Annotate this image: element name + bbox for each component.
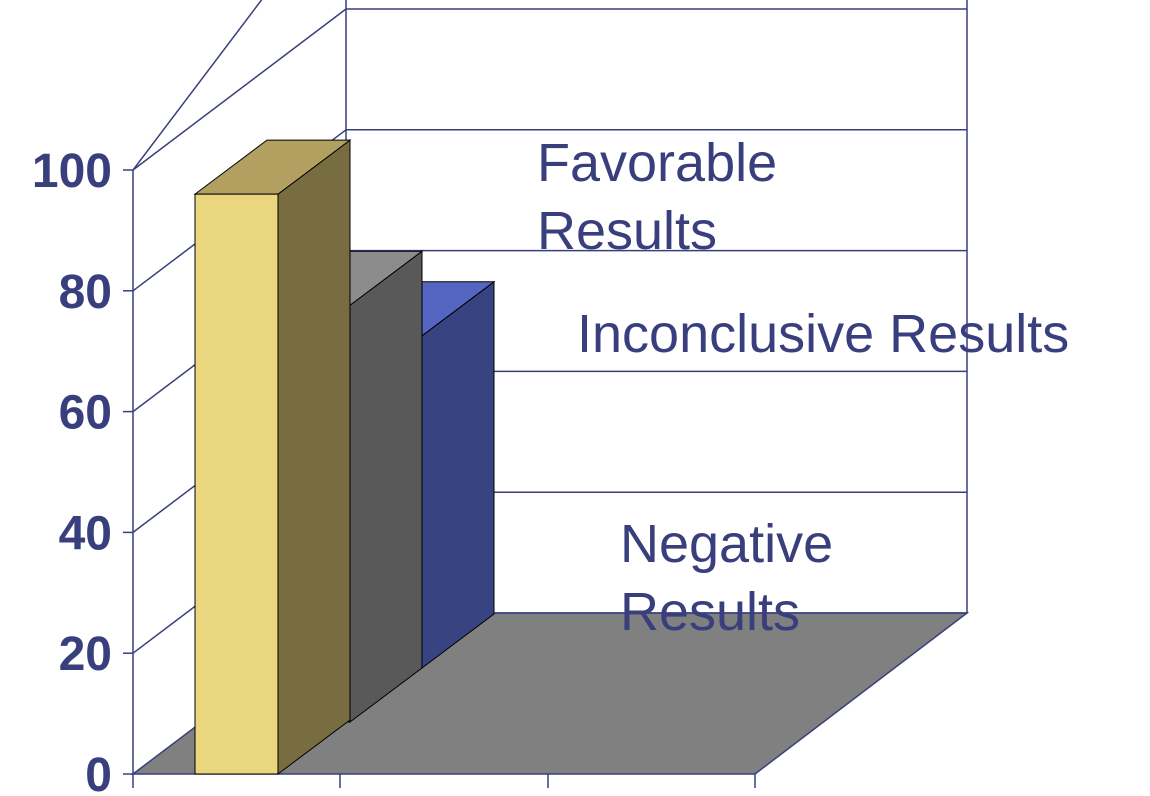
y-tick-label: 40: [59, 507, 112, 560]
category-label-line: Results: [620, 582, 800, 642]
y-tick-label: 100: [32, 145, 112, 198]
category-label: Negative Results: [620, 514, 833, 642]
bar-side: [349, 250, 423, 723]
category-label: Favorable Results: [537, 133, 777, 261]
y-tick-label: 0: [85, 749, 112, 796]
chart-labels: 0 20 40 60 80 100 Favorable Results Inconclusive…: [32, 133, 1069, 796]
category-label-line: Inconclusive Results: [577, 304, 1069, 364]
y-tick-label: 60: [59, 387, 112, 440]
y-tick-label: 80: [59, 266, 112, 319]
chart-bars: [193, 139, 496, 775]
category-label: Inconclusive Results: [577, 304, 1069, 364]
category-label-line: Favorable: [537, 133, 777, 193]
bar: [193, 139, 352, 775]
gridline-side: [132, 8, 347, 171]
category-label-line: Results: [537, 201, 717, 261]
bar-side: [421, 280, 495, 669]
bar-side: [277, 139, 351, 775]
bar-front: [194, 193, 279, 775]
y-tick-label: 20: [59, 628, 112, 681]
category-label-line: Negative: [620, 514, 833, 574]
